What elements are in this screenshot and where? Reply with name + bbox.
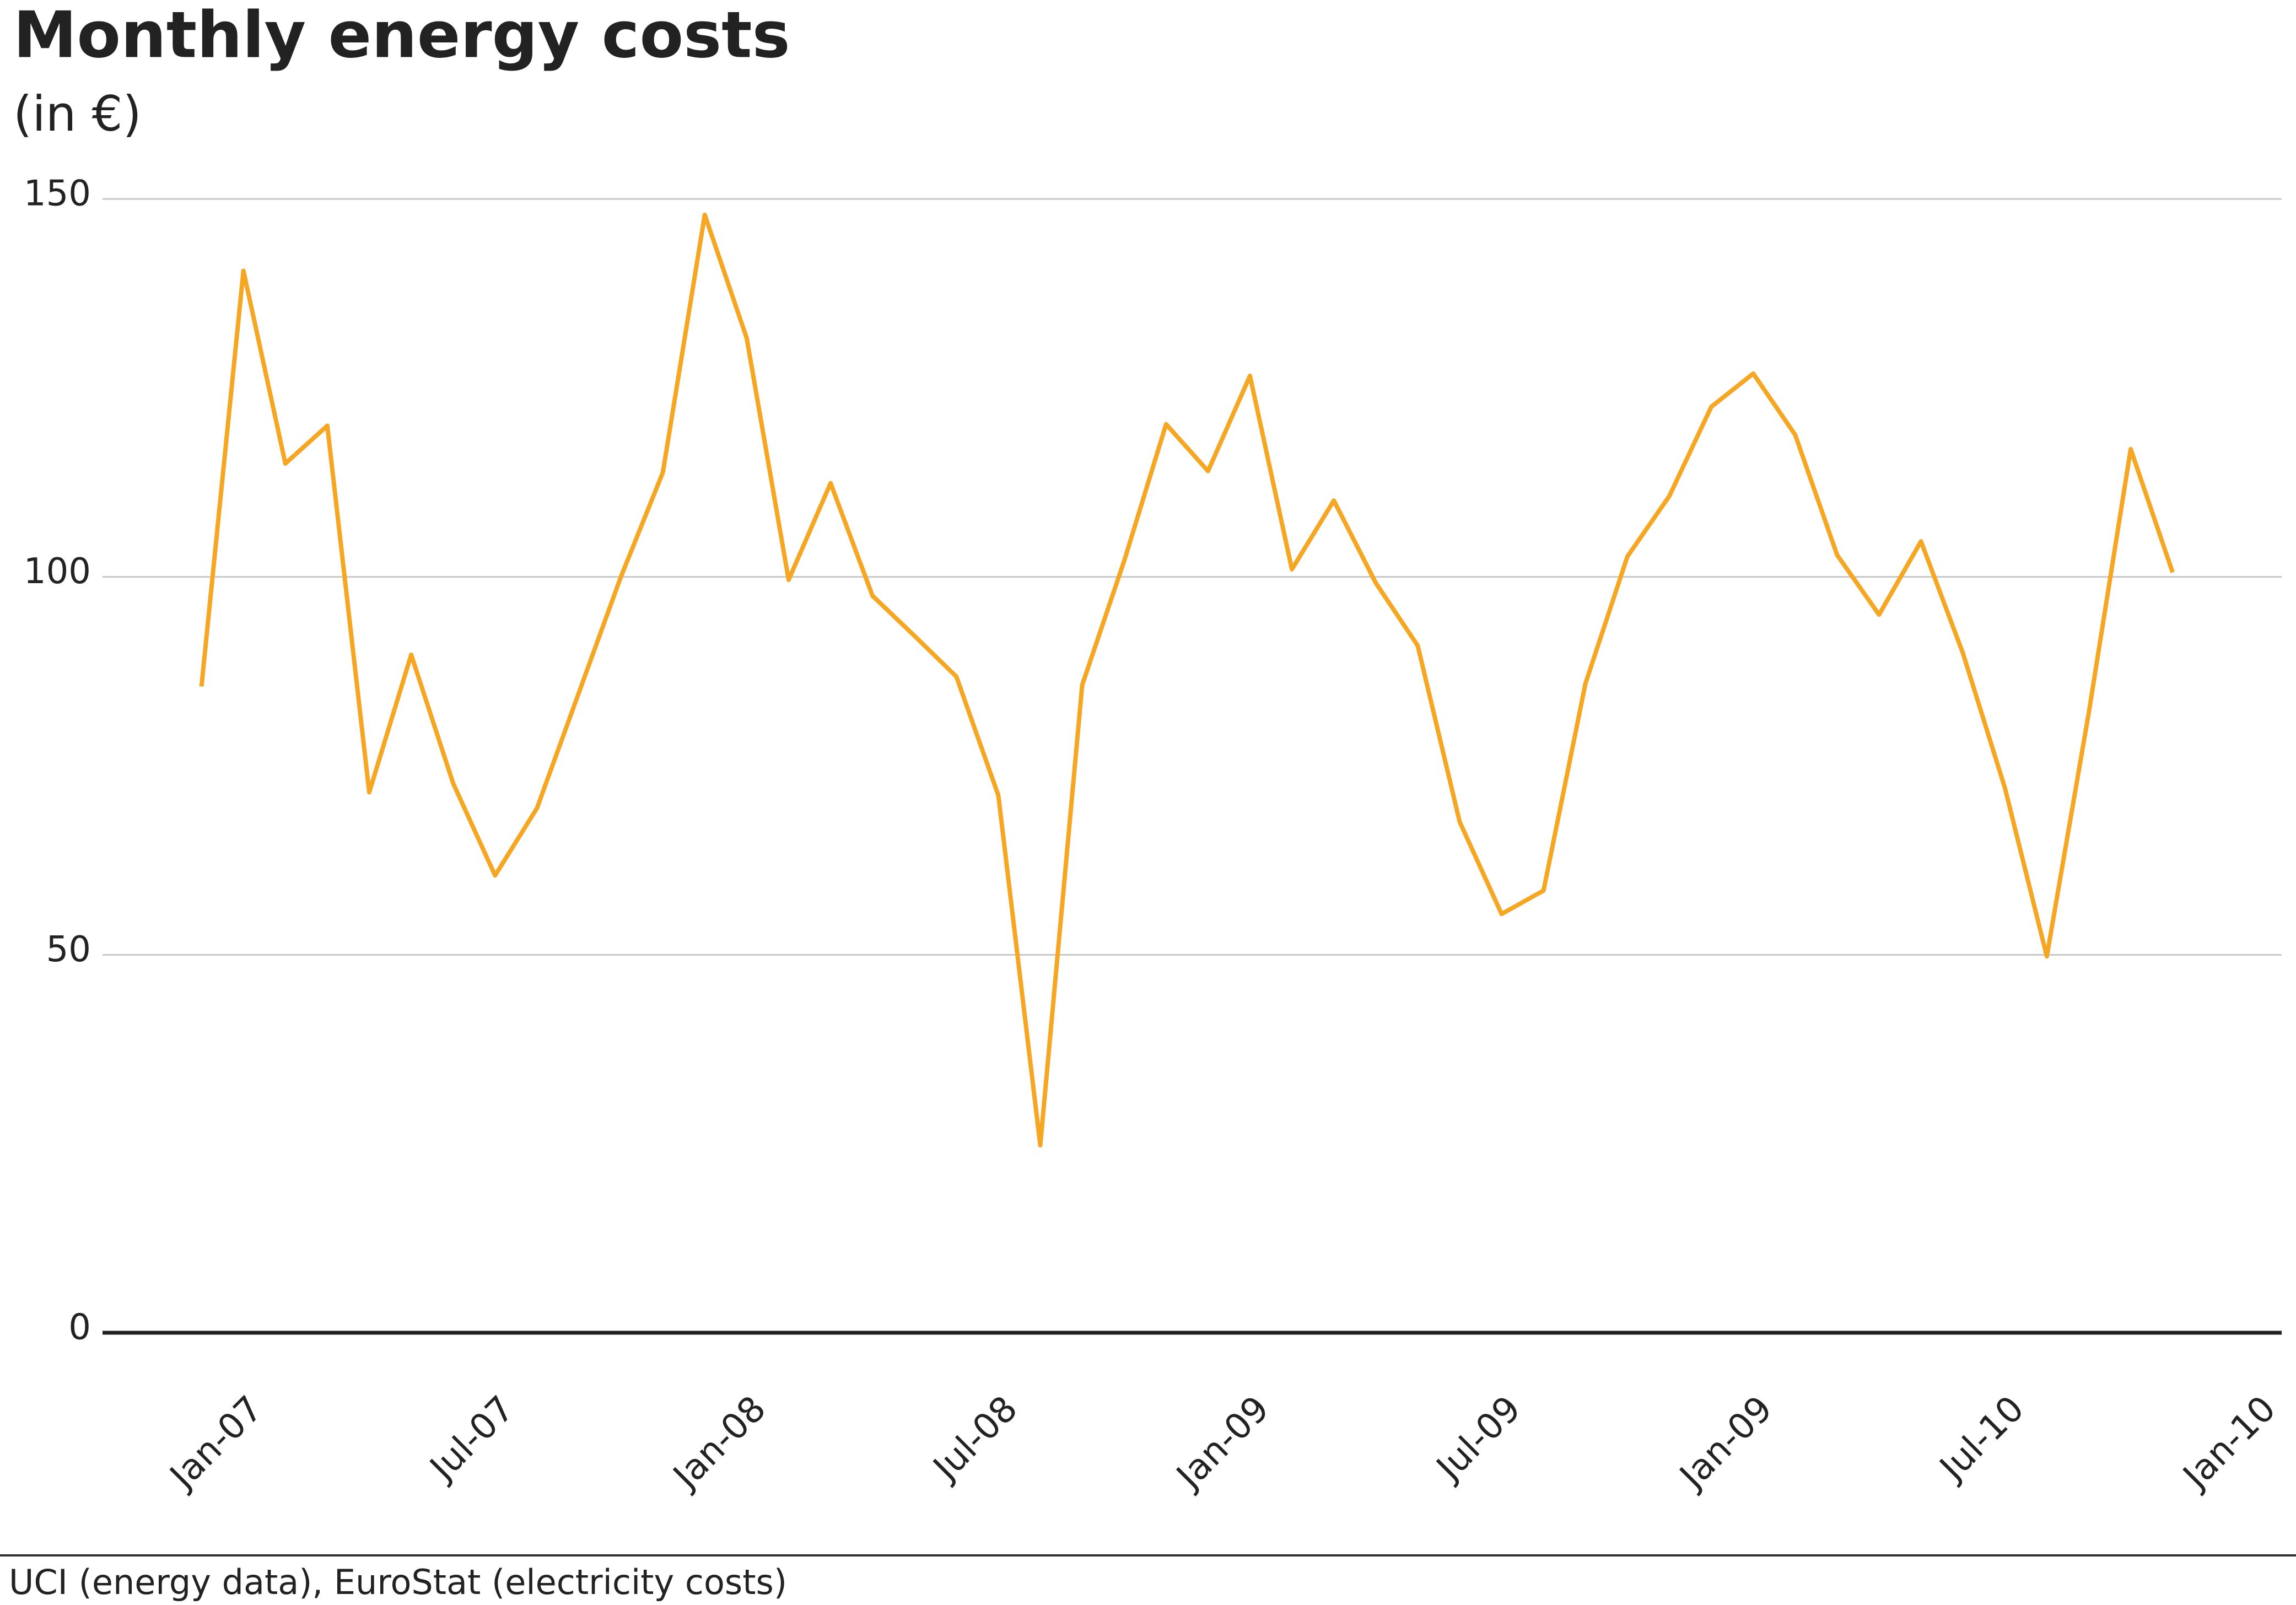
chart-title: Monthly energy costs [13,0,790,73]
x-tick-label: Jan-08 [664,1388,774,1498]
x-tick-label: Jan-07 [161,1388,271,1498]
y-tick-label: 150 [24,174,91,214]
x-tick-label: Jul-08 [924,1388,1026,1490]
y-tick-label: 100 [24,551,91,592]
x-tick-label: Jan-09 [1168,1388,1278,1498]
y-tick-label: 50 [46,929,91,970]
x-tick-label: Jan-09 [1671,1388,1781,1498]
chart-subtitle: (in €) [13,85,142,142]
y-tick-label: 0 [68,1307,91,1348]
line [199,212,2175,1148]
source: UCI (energy data), EuroStat (electricity… [9,1562,787,1602]
x-tick-label: Jan-10 [2174,1388,2284,1498]
x-tick-label: Jul-10 [1931,1388,2032,1490]
x-tick-label: Jul-07 [421,1388,522,1490]
x-tick-label: Jul-09 [1427,1388,1529,1490]
